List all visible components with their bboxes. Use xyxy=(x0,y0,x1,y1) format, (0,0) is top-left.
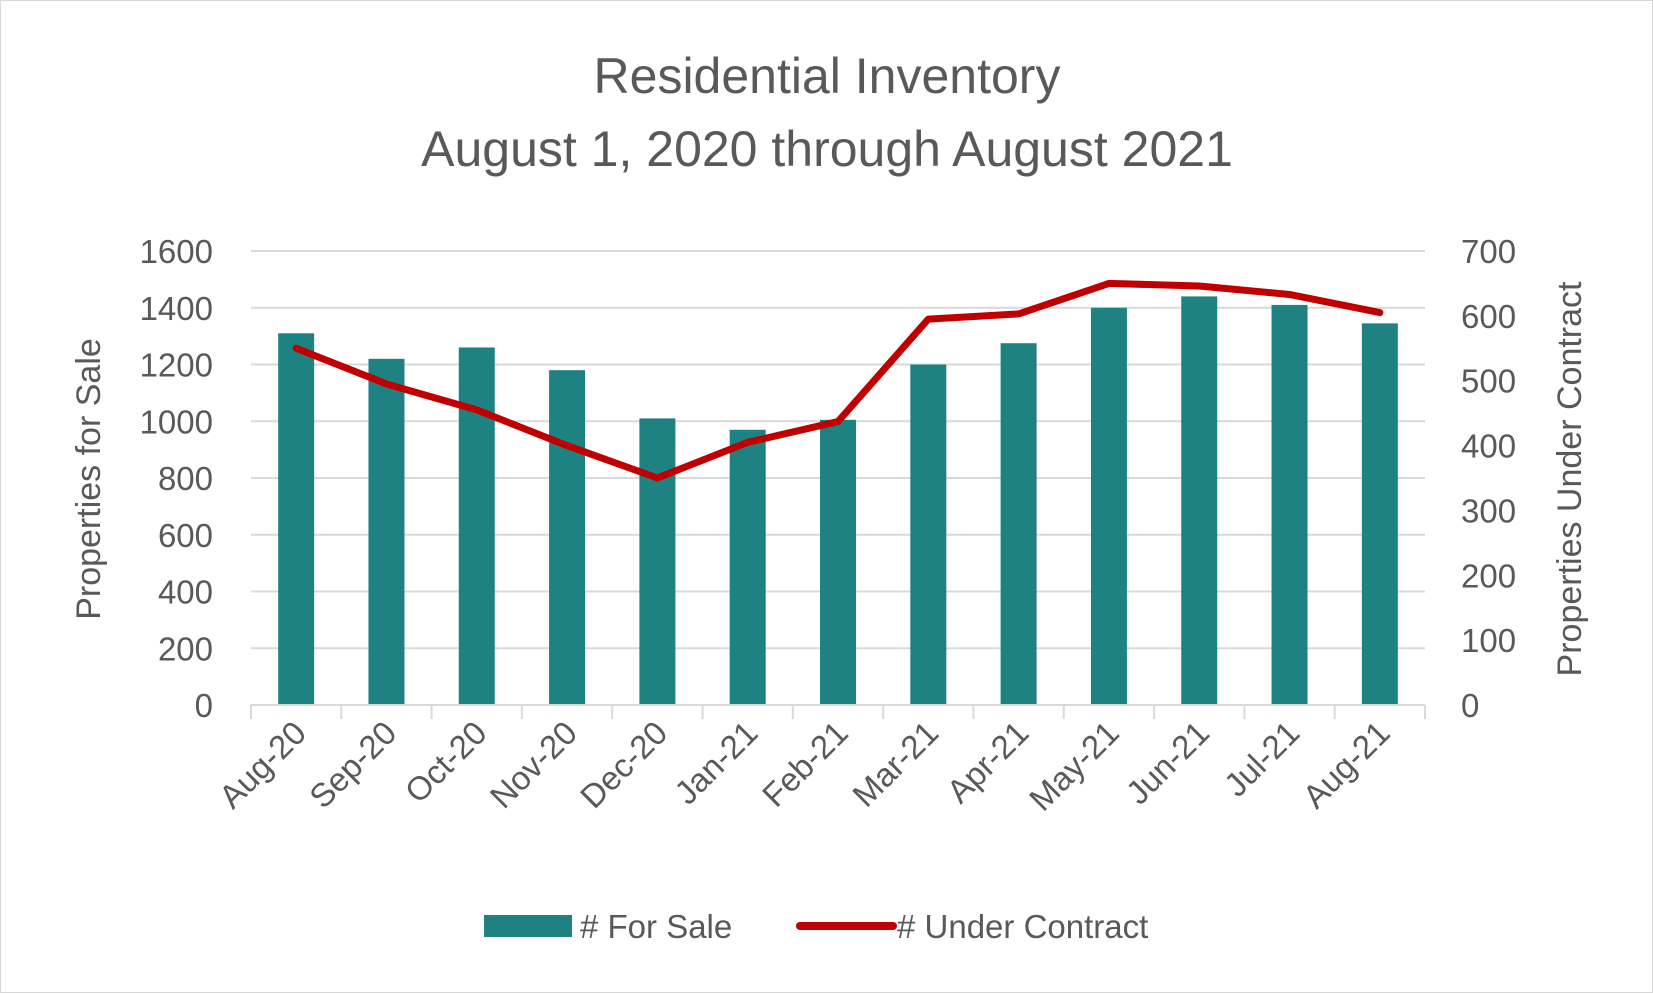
left-tick-label: 0 xyxy=(195,687,213,724)
right-tick-label: 600 xyxy=(1461,298,1516,335)
left-tick-label: 200 xyxy=(158,630,213,667)
category-label: Feb-21 xyxy=(755,714,855,814)
bar-for-sale xyxy=(639,418,676,705)
bar-for-sale xyxy=(1181,296,1218,705)
bar-for-sale xyxy=(549,370,586,705)
bar-for-sale xyxy=(729,429,766,705)
category-label: Aug-21 xyxy=(1295,714,1396,815)
left-tick-label: 800 xyxy=(158,460,213,497)
bar-for-sale xyxy=(1361,323,1398,705)
left-tick-label: 400 xyxy=(158,574,213,611)
category-label: Jan-21 xyxy=(667,714,765,812)
right-tick-label: 200 xyxy=(1461,557,1516,594)
right-axis-ticks: 0 100 200 300 400 500 600 700 xyxy=(1461,233,1516,724)
right-tick-label: 300 xyxy=(1461,492,1516,529)
category-label: May-21 xyxy=(1022,714,1126,818)
bar-for-sale xyxy=(820,419,856,705)
under-contract-line xyxy=(292,279,1384,482)
right-tick-label: 500 xyxy=(1461,363,1516,400)
category-label: Aug-20 xyxy=(212,714,313,815)
chart-subtitle: August 1, 2020 through August 2021 xyxy=(421,121,1233,177)
category-label: Jun-21 xyxy=(1119,714,1217,812)
category-label: Sep-20 xyxy=(302,714,403,815)
bar-for-sale xyxy=(458,347,495,705)
bar-for-sale xyxy=(278,333,315,705)
bar-for-sale xyxy=(1271,304,1308,705)
category-label: Oct-20 xyxy=(398,714,494,810)
legend: # For Sale # Under Contract xyxy=(484,908,1148,945)
right-tick-label: 700 xyxy=(1461,233,1516,270)
left-tick-label: 600 xyxy=(158,517,213,554)
left-tick-label: 1200 xyxy=(140,347,213,384)
for-sale-bars xyxy=(278,296,1398,705)
right-tick-label: 400 xyxy=(1461,428,1516,465)
right-axis-title: Properties Under Contract xyxy=(1551,281,1589,677)
right-tick-label: 0 xyxy=(1461,687,1479,724)
category-label: Jul-21 xyxy=(1217,714,1307,804)
left-axis-title: Properties for Sale xyxy=(70,338,108,620)
category-label: Dec-20 xyxy=(573,714,674,815)
legend-under-contract-label: # Under Contract xyxy=(897,908,1148,945)
right-tick-label: 100 xyxy=(1461,622,1516,659)
chart-title: Residential Inventory xyxy=(594,48,1061,104)
bar-for-sale xyxy=(1090,307,1127,705)
left-tick-label: 1600 xyxy=(140,233,213,270)
legend-for-sale-swatch xyxy=(484,915,572,937)
x-axis xyxy=(250,704,1426,719)
bar-for-sale xyxy=(368,358,405,705)
category-label: Mar-21 xyxy=(845,714,945,814)
bar-for-sale xyxy=(1000,343,1037,705)
category-labels: Aug-20Sep-20Oct-20Nov-20Dec-20Jan-21Feb-… xyxy=(212,714,1397,818)
category-label: Apr-21 xyxy=(939,714,1035,810)
left-tick-label: 1400 xyxy=(140,290,213,327)
category-label: Nov-20 xyxy=(483,714,584,815)
left-axis-ticks: 0 200 400 600 800 1000 1200 1400 1600 xyxy=(140,233,213,724)
bar-for-sale xyxy=(910,364,947,705)
left-tick-label: 1000 xyxy=(140,403,213,440)
legend-for-sale-label: # For Sale xyxy=(580,908,732,945)
under-contract-line-group xyxy=(292,279,1384,482)
